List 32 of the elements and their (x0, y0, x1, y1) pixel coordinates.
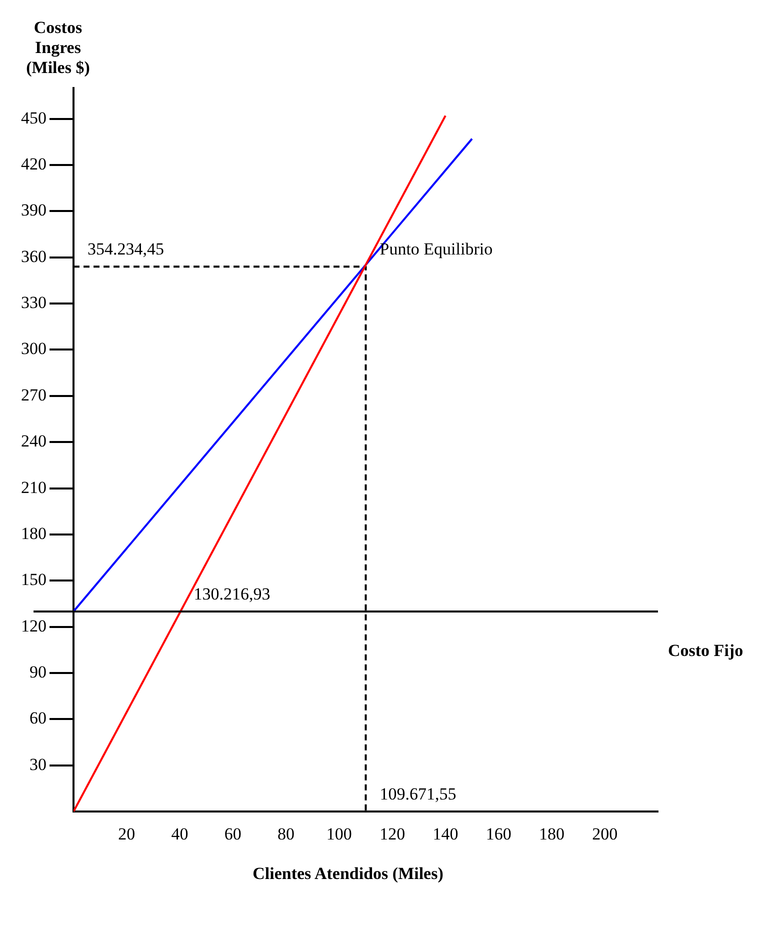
annotation: 109.671,55 (380, 784, 456, 804)
annotation: Punto Equilibrio (380, 240, 493, 259)
y-tick-label: 240 (21, 432, 46, 451)
y-tick-label: 210 (21, 478, 46, 497)
x-tick-label: 160 (486, 824, 512, 844)
y-tick-label: 420 (21, 154, 46, 174)
y-tick-label: 150 (21, 570, 46, 590)
x-tick-label: 140 (432, 824, 458, 844)
y-tick-label: 300 (21, 339, 46, 358)
x-axis-title: Clientes Atendidos (Miles) (252, 864, 444, 884)
x-tick-label: 20 (118, 824, 136, 844)
x-tick-label: 100 (326, 824, 352, 844)
x-tick-label: 80 (278, 824, 295, 844)
x-tick-label: 120 (380, 824, 406, 844)
y-tick-label: 120 (21, 616, 46, 636)
x-tick-label: 60 (224, 824, 242, 844)
y-tick-label: 90 (30, 662, 46, 682)
annotation: 354.234,45 (88, 240, 164, 259)
y-tick-label: 360 (21, 246, 46, 266)
y-tick-label: 330 (21, 293, 46, 312)
x-tick-label: 180 (538, 824, 564, 844)
ref-line-label: Costo Fijo (668, 640, 744, 660)
x-tick-label: 40 (171, 824, 188, 844)
y-tick-label: 450 (21, 108, 46, 128)
y-tick-label: 180 (21, 524, 46, 543)
y-tick-label: 270 (21, 385, 46, 404)
y-axis-title: Costos Ingres (Miles $) (25, 18, 91, 78)
x-tick-label: 200 (592, 824, 618, 844)
y-tick-label: 60 (30, 708, 46, 728)
annotation: 130.216,93 (194, 584, 270, 604)
y-tick-label: 30 (30, 754, 46, 774)
y-tick-label: 390 (21, 200, 46, 220)
